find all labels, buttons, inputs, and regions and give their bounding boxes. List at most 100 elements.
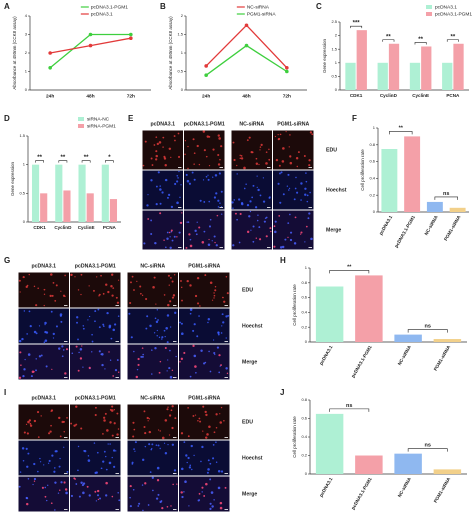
x-tick-label: pcDNA3.1 bbox=[378, 214, 393, 236]
y-tick-label: 1.5 bbox=[331, 46, 337, 51]
cell-nucleus bbox=[180, 357, 184, 361]
cell-nucleus bbox=[213, 499, 215, 501]
cell-nucleus bbox=[208, 200, 211, 203]
y-tick-label: 4 bbox=[25, 13, 28, 18]
cell-nucleus bbox=[212, 457, 215, 460]
cell-nucleus bbox=[131, 462, 134, 465]
significance-bracket bbox=[389, 131, 413, 135]
cell-nucleus bbox=[59, 457, 61, 460]
bar bbox=[388, 43, 400, 90]
cell-nucleus bbox=[209, 218, 212, 221]
cell-nucleus bbox=[189, 238, 192, 241]
cell-nucleus bbox=[80, 481, 83, 484]
panel-letter: E bbox=[128, 114, 134, 123]
cell-nucleus bbox=[288, 146, 290, 148]
significance-bracket bbox=[446, 39, 459, 42]
significance-label: ** bbox=[418, 37, 423, 43]
cell-nucleus bbox=[151, 476, 154, 479]
cell-nucleus bbox=[205, 413, 208, 417]
panel-letter: A bbox=[4, 2, 10, 11]
cell-nucleus bbox=[217, 333, 220, 336]
cell-nucleus bbox=[38, 355, 42, 358]
panel-letter: F bbox=[352, 114, 357, 123]
cell-nucleus bbox=[171, 405, 174, 408]
cell-nucleus bbox=[75, 423, 78, 426]
cell-nucleus bbox=[279, 172, 281, 175]
cell-nucleus bbox=[274, 220, 277, 223]
y-tick-label: 1 bbox=[181, 50, 184, 55]
cell-nucleus bbox=[198, 315, 200, 317]
cell-nucleus bbox=[94, 414, 97, 417]
cell-nucleus bbox=[217, 331, 220, 335]
cell-nucleus bbox=[94, 406, 97, 409]
cell-nucleus bbox=[217, 163, 221, 166]
cell-nucleus bbox=[177, 132, 180, 135]
cell-nucleus bbox=[155, 320, 159, 324]
cell-nucleus bbox=[207, 318, 211, 321]
cell-nucleus bbox=[43, 288, 46, 291]
bar bbox=[433, 339, 462, 342]
cell-nucleus bbox=[202, 179, 205, 181]
x-tick-label: pcDNA3.1-PGM1 bbox=[350, 476, 373, 510]
bar bbox=[453, 43, 464, 90]
cell-nucleus bbox=[144, 140, 147, 143]
cell-nucleus bbox=[173, 235, 176, 238]
panel-letter: J bbox=[280, 388, 284, 397]
cell-nucleus bbox=[96, 276, 98, 278]
cell-nucleus bbox=[222, 321, 225, 324]
cell-nucleus bbox=[51, 368, 53, 370]
cell-nucleus bbox=[88, 366, 91, 369]
legend-label: pcDNA3.1-PGM1 bbox=[435, 11, 472, 17]
data-point bbox=[48, 66, 52, 70]
cell-nucleus bbox=[59, 435, 62, 438]
cell-nucleus bbox=[175, 355, 177, 358]
micrograph bbox=[70, 344, 121, 380]
cell-nucleus bbox=[110, 409, 114, 412]
cell-nucleus bbox=[128, 312, 131, 315]
bar bbox=[381, 149, 398, 212]
cell-nucleus bbox=[23, 310, 26, 312]
cell-nucleus bbox=[25, 447, 28, 450]
cell-nucleus bbox=[144, 482, 147, 485]
cell-nucleus bbox=[162, 146, 164, 148]
cell-nucleus bbox=[142, 509, 144, 512]
cell-nucleus bbox=[289, 213, 291, 216]
cell-nucleus bbox=[150, 157, 153, 160]
cell-nucleus bbox=[137, 357, 140, 361]
cell-nucleus bbox=[71, 352, 74, 354]
cell-nucleus bbox=[70, 273, 73, 276]
cell-nucleus bbox=[184, 140, 187, 142]
cell-nucleus bbox=[254, 206, 258, 209]
cell-nucleus bbox=[201, 486, 204, 489]
cell-nucleus bbox=[152, 489, 154, 492]
cell-nucleus bbox=[156, 329, 158, 332]
cell-nucleus bbox=[220, 190, 223, 193]
cell-nucleus bbox=[277, 134, 279, 136]
cell-nucleus bbox=[220, 145, 223, 148]
cell-nucleus bbox=[278, 214, 281, 217]
cell-nucleus bbox=[219, 506, 223, 510]
cell-nucleus bbox=[35, 304, 38, 307]
cell-nucleus bbox=[25, 497, 29, 500]
cell-nucleus bbox=[269, 196, 271, 198]
cell-nucleus bbox=[300, 233, 302, 235]
cell-nucleus bbox=[174, 182, 177, 186]
cell-nucleus bbox=[185, 246, 188, 249]
cell-nucleus bbox=[206, 471, 209, 474]
cell-nucleus bbox=[52, 281, 55, 284]
cell-nucleus bbox=[156, 466, 160, 470]
cell-nucleus bbox=[269, 227, 272, 230]
micrograph bbox=[184, 170, 225, 210]
cell-nucleus bbox=[233, 199, 236, 201]
significance-bracket bbox=[382, 39, 395, 42]
cell-nucleus bbox=[166, 370, 168, 372]
cell-nucleus bbox=[99, 497, 102, 500]
cell-nucleus bbox=[54, 300, 57, 302]
cell-nucleus bbox=[132, 421, 135, 424]
cell-nucleus bbox=[143, 242, 146, 245]
bar bbox=[315, 286, 344, 342]
cell-nucleus bbox=[95, 500, 98, 502]
significance-bracket bbox=[434, 196, 458, 200]
scale-bar bbox=[224, 473, 228, 474]
